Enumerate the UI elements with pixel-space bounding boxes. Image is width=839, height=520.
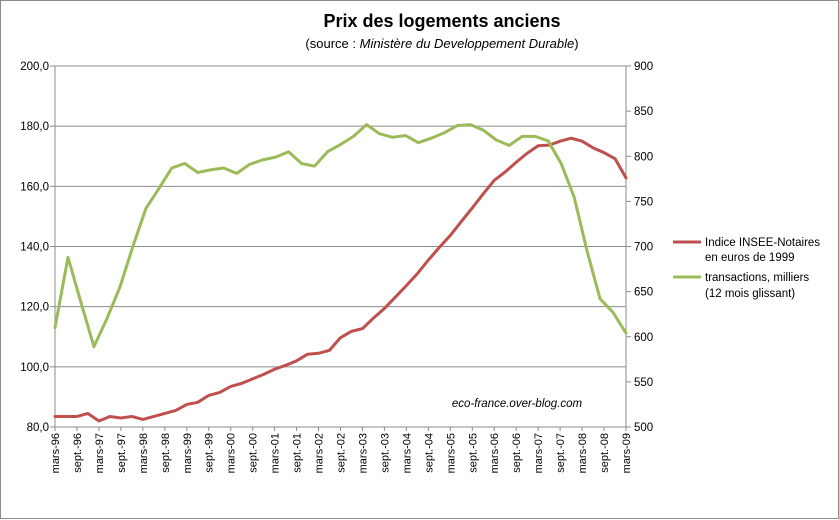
legend-label-price-line1: Indice INSEE-Notaires: [705, 237, 820, 249]
watermark-text: eco-france.over-blog.com: [452, 398, 583, 410]
left-tick-label: 120,0: [20, 302, 49, 314]
x-tick-label: mars-96: [50, 433, 62, 473]
right-tick-label: 750: [634, 196, 653, 208]
legend: Indice INSEE-Notaires en euros de 1999 t…: [673, 237, 820, 300]
x-tick-label: mars-08: [577, 433, 589, 473]
right-tick-label: 500: [634, 422, 653, 434]
right-tick-label: 900: [634, 61, 653, 73]
subtitle-prefix: (source :: [305, 36, 359, 51]
x-tick-label: mars-99: [182, 433, 194, 473]
x-tick-label: mars-07: [533, 433, 545, 473]
x-tick-label: sept.-03: [379, 433, 391, 473]
left-tick-label: 180,0: [20, 121, 49, 133]
x-tick-label: mars-03: [357, 433, 369, 473]
x-tick-label: mars-02: [314, 433, 326, 473]
x-tick-label: mars-05: [445, 433, 457, 473]
x-tick-label: mars-04: [401, 433, 413, 473]
x-tick-label: mars-00: [226, 433, 238, 473]
x-tick-label: mars-06: [489, 433, 501, 473]
x-tick-label: sept.-02: [336, 433, 348, 473]
legend-label-transactions-line2: (12 mois glissant): [705, 288, 795, 300]
legend-label-transactions-line1: transactions, milliers: [705, 272, 809, 284]
x-tick-label: sept.-08: [599, 433, 611, 473]
x-tick-label: sept.-04: [423, 433, 435, 473]
right-tick-label: 550: [634, 377, 653, 389]
x-tick-label: mars-98: [138, 433, 150, 473]
x-tick-label: mars-09: [621, 433, 633, 473]
x-tick-label: sept.-96: [72, 433, 84, 473]
series-lines: [53, 123, 628, 423]
right-tick-label: 850: [634, 106, 653, 118]
right-tick-label: 800: [634, 151, 653, 163]
x-tick-label: sept.-00: [248, 433, 260, 473]
subtitle-suffix: ): [574, 36, 578, 51]
x-tick-label: mars-01: [270, 433, 282, 473]
right-tick-label: 600: [634, 332, 653, 344]
x-tick-label: sept.-07: [555, 433, 567, 473]
x-tick-label: sept.-05: [467, 433, 479, 473]
left-tick-label: 80,0: [27, 422, 49, 434]
x-tick-label: sept.-01: [292, 433, 304, 473]
chart-subtitle: (source : Ministère du Developpement Dur…: [305, 36, 578, 51]
left-tick-label: 100,0: [20, 362, 49, 374]
legend-label-price-line2: en euros de 1999: [705, 252, 795, 264]
x-tick-label: mars-97: [94, 433, 106, 473]
x-tick-label: sept.-98: [160, 433, 172, 473]
left-tick-label: 140,0: [20, 242, 49, 254]
series-line-price-index: [53, 136, 628, 423]
series-line-transactions: [53, 123, 628, 349]
right-tick-label: 650: [634, 287, 653, 299]
x-tick-label: sept.-99: [204, 433, 216, 473]
x-tick-label: sept.-06: [511, 433, 523, 473]
gridlines: [54, 65, 627, 428]
subtitle-source: Ministère du Developpement Durable: [360, 36, 575, 51]
x-tick-label: sept.-97: [116, 433, 128, 473]
chart-title: Prix des logements anciens: [323, 11, 560, 31]
left-tick-label: 160,0: [20, 181, 49, 193]
axes: 80,0 100,0 120,0 140,0 160,0 180,0 200,0 500 550…: [20, 61, 653, 473]
right-tick-label: 700: [634, 242, 653, 254]
left-tick-label: 200,0: [20, 61, 49, 73]
